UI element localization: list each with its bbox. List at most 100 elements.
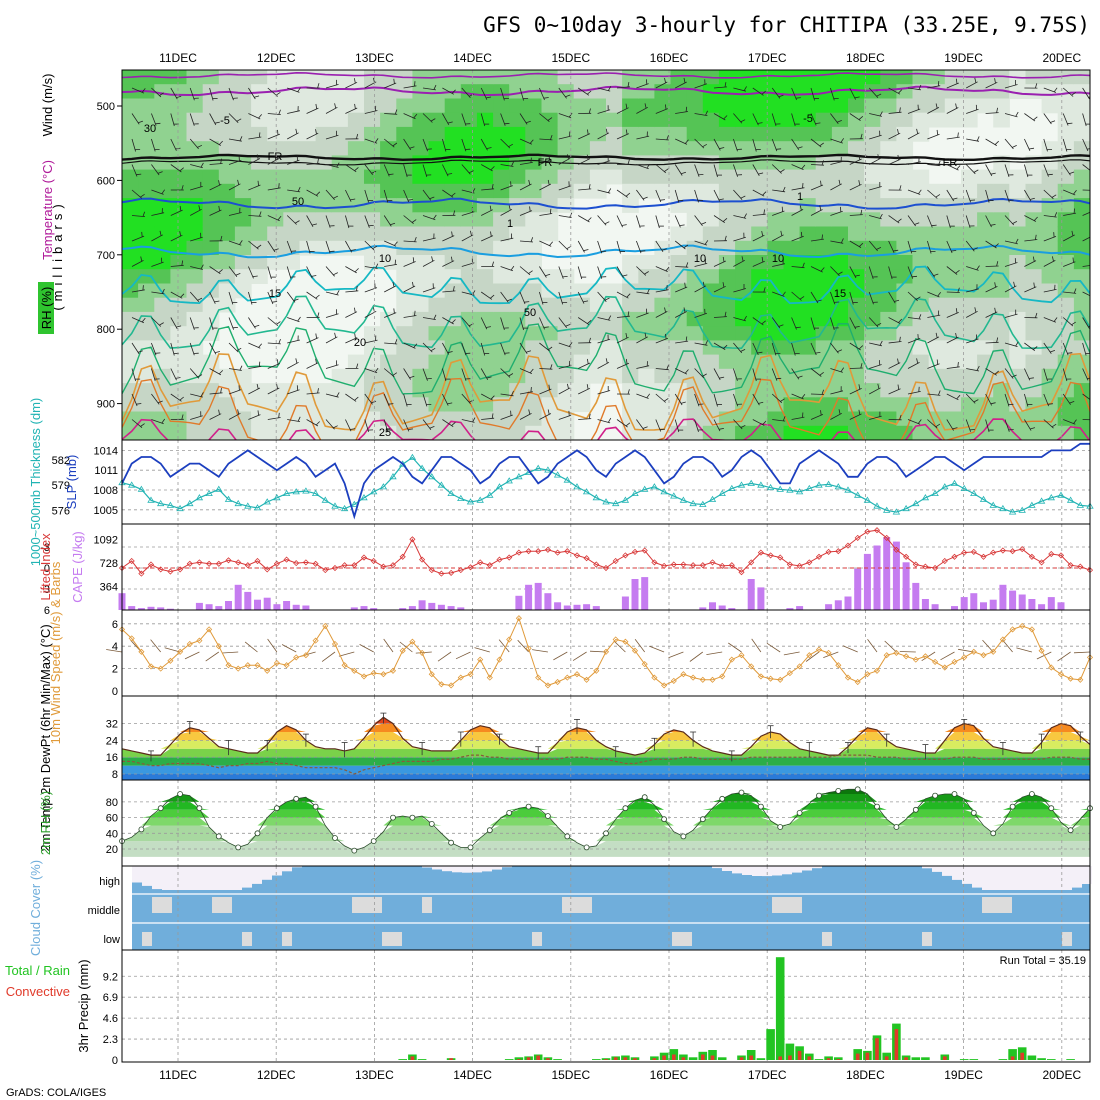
rh-cell — [977, 226, 994, 242]
cape-bar — [931, 604, 939, 610]
wind-barb — [771, 368, 778, 381]
wind-barb — [927, 189, 938, 199]
wind-barb — [985, 81, 998, 89]
lifted-index-point — [1048, 550, 1055, 558]
wind-barb — [248, 414, 261, 420]
wind-barb-flag — [1050, 120, 1056, 123]
wind-speed-point — [264, 667, 271, 674]
wind-barb — [209, 183, 222, 191]
rh-cell — [896, 141, 914, 156]
rh-cell — [718, 368, 736, 384]
wind-barb — [345, 266, 357, 274]
wind-barb — [383, 164, 390, 177]
wind-barb-flag — [837, 271, 843, 275]
rh-cell — [234, 126, 252, 142]
rh-cell — [606, 70, 623, 85]
wind-barb — [403, 285, 416, 293]
wind-barb — [713, 260, 726, 267]
middle-cloud-cell — [162, 897, 172, 913]
rh-cell — [880, 212, 897, 228]
wind-barb-flag — [257, 410, 259, 416]
thickness-point — [892, 508, 901, 515]
rh-cell — [186, 198, 204, 213]
wind-barb-flag — [220, 388, 222, 394]
wind-barb — [1004, 262, 1018, 267]
cape-bar — [370, 608, 378, 610]
wind-barb — [248, 387, 261, 395]
wind-barb — [500, 342, 506, 356]
rh-point — [138, 826, 145, 833]
rh-cell — [234, 112, 252, 128]
wind-barb — [888, 158, 901, 165]
rh-cell — [783, 397, 801, 413]
wind-barb-flag — [414, 310, 416, 316]
wind-barb-flag — [155, 122, 161, 125]
wind-barb — [170, 368, 177, 381]
wind-barb-flag — [938, 160, 941, 166]
wind-barb-flag — [666, 364, 669, 370]
lifted-index-point — [709, 559, 716, 566]
rh-cell — [170, 297, 188, 313]
lifted-index-point — [283, 556, 290, 563]
rh-cell — [735, 311, 752, 327]
rh-cell — [444, 98, 462, 114]
cape-bar — [544, 593, 552, 610]
rh-cell — [154, 126, 171, 142]
rh-cell — [735, 240, 752, 256]
wind-barb — [1024, 260, 1037, 267]
wind-barb — [965, 240, 975, 252]
rh-cell — [864, 226, 881, 242]
wind-barb — [655, 240, 664, 253]
rh-cell — [380, 411, 397, 427]
rh-cell — [186, 226, 204, 242]
wind-barb-flag — [138, 120, 144, 124]
rh-cell — [993, 255, 1010, 270]
wind-barb — [267, 417, 281, 420]
precip-convective-bar — [633, 1058, 637, 1060]
rh-cell — [960, 368, 978, 384]
rh-cell — [1057, 212, 1075, 228]
rh-cell — [267, 112, 284, 128]
wind-barb-flag — [350, 198, 356, 201]
rh-cell — [735, 340, 752, 356]
wind-barb — [461, 164, 471, 175]
rh-cell — [525, 326, 542, 341]
wind-barb-flag — [860, 133, 863, 139]
rh-cell — [557, 141, 575, 156]
precip-total-bar — [1027, 1055, 1037, 1060]
wind-barb — [616, 419, 628, 428]
cape-bar — [825, 604, 833, 610]
rh-cell — [267, 98, 284, 114]
wind-barb-flag — [1091, 231, 1092, 236]
rh-cell — [525, 198, 542, 213]
rh-cell — [476, 126, 494, 142]
wind-barb — [810, 414, 824, 420]
rh-cell — [767, 70, 784, 85]
bottom-date-label: 20DEC — [1042, 1068, 1081, 1082]
wind-barb-flag — [955, 78, 958, 84]
wind-barb — [597, 291, 607, 302]
cape-bar — [215, 606, 223, 610]
cape-bar — [728, 608, 736, 610]
rh-cell — [1041, 255, 1059, 270]
rh-cell — [718, 326, 736, 341]
rh-point — [1048, 805, 1055, 812]
lifted-index-point — [728, 562, 735, 569]
lifted-index-point — [380, 563, 387, 570]
wind-barb-flag — [820, 267, 825, 272]
rh-cell — [186, 240, 204, 256]
rh-cell — [638, 354, 655, 370]
wind-barb — [287, 317, 300, 323]
cape-bar — [283, 601, 291, 610]
lifted-index-point — [699, 562, 706, 569]
lifted-index-point — [544, 546, 551, 553]
wind-barb — [616, 107, 629, 114]
wind-barb — [325, 106, 338, 114]
thickness-point — [573, 483, 581, 490]
rh-cell — [751, 84, 768, 99]
wind-barb-flag — [1067, 352, 1073, 354]
10m-wind-barb — [222, 651, 239, 654]
rh-cell — [654, 397, 672, 413]
wind-barb — [1024, 419, 1032, 431]
rh-cell — [638, 126, 655, 142]
